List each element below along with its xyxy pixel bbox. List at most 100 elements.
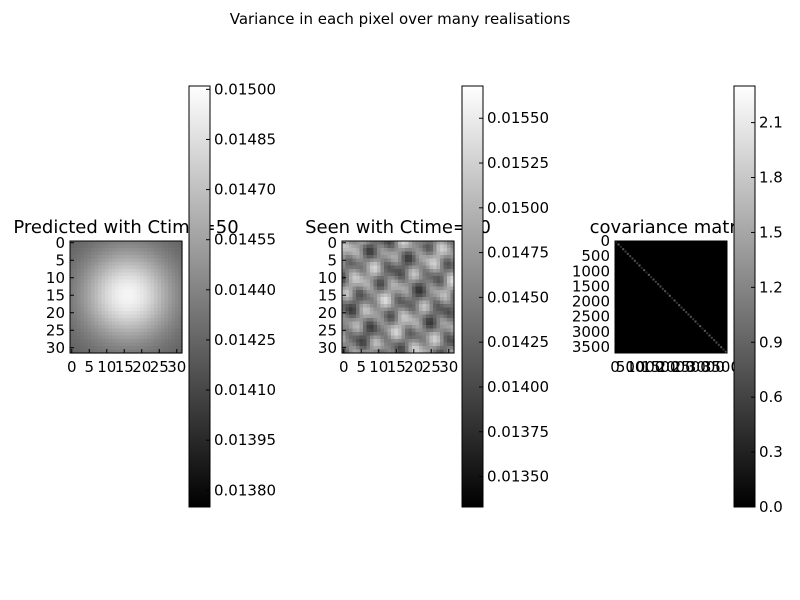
- y-tick-label: 15: [318, 286, 337, 304]
- diagonal-cell: [685, 311, 688, 314]
- panel-title-2: Seen with Ctime=50: [305, 217, 491, 238]
- diagonal-cell: [659, 285, 662, 288]
- colorbar-tick-label: 0.01550: [487, 109, 549, 127]
- diagonal-cell: [633, 259, 636, 262]
- diagonal-cell: [710, 336, 713, 339]
- colorbar-tick-label: 0.01395: [214, 431, 276, 449]
- colorbar-tick-label: 0.01350: [487, 468, 549, 486]
- diagonal-cell: [715, 341, 718, 344]
- diagonal-cell: [668, 294, 671, 297]
- y-tick-label: 25: [46, 321, 65, 339]
- y-tick-label: 5: [327, 251, 337, 269]
- colorbar-tick-label: 0.9: [759, 333, 783, 351]
- diagonal-cell: [652, 278, 655, 281]
- diagonal-cell: [657, 283, 660, 286]
- heatmap-3: [615, 241, 727, 353]
- colorbar-tick-label: 0.01500: [487, 199, 549, 217]
- x-tick-label: 30: [167, 358, 186, 376]
- colorbar-tick-label: 0.01425: [487, 333, 549, 351]
- colorbar-tick-label: 0.01525: [487, 154, 549, 172]
- diagonal-cell: [615, 241, 618, 244]
- panel-3: 0500100015002000250030003500050010001500…: [572, 85, 783, 516]
- diagonal-cell: [643, 269, 646, 272]
- diagonal-cell: [687, 313, 690, 316]
- y-tick-label: 3500: [572, 338, 610, 356]
- diagonal-cell: [720, 346, 723, 349]
- colorbar-tick-label: 0.01425: [214, 331, 276, 349]
- diagonal-cell: [675, 301, 678, 304]
- figure-suptitle: Variance in each pixel over many realisa…: [230, 10, 571, 28]
- diagonal-cell: [654, 280, 657, 283]
- diagonal-cell: [682, 308, 685, 311]
- y-tick-label: 25: [318, 321, 337, 339]
- x-tick-label: 1000: [626, 358, 664, 376]
- colorbar-tick-label: 0.01450: [487, 288, 549, 306]
- colorbar-tick-label: 1.8: [759, 169, 783, 187]
- x-tick-label: 2000: [656, 358, 694, 376]
- colorbar-tick-label: 0.01455: [214, 231, 276, 249]
- x-tick-label: 0: [610, 358, 620, 376]
- diagonal-cell: [708, 334, 711, 337]
- x-tick-label: 10: [369, 358, 388, 376]
- y-tick-label: 500: [581, 247, 610, 265]
- y-tick-label: 1000: [572, 262, 610, 280]
- x-tick-label: 3500: [702, 358, 740, 376]
- colorbar-2: 0.01550 0.01525 0.01500 0.01475 0.01450 0.014…: [461, 85, 549, 508]
- y-tick-label: 15: [46, 286, 65, 304]
- x-tick-label: 5: [356, 358, 366, 376]
- y-tick-label: 2500: [572, 308, 610, 326]
- x-tick-label: 10: [97, 358, 116, 376]
- diagonal-cell: [645, 271, 648, 274]
- x-tick-label: 1500: [641, 358, 679, 376]
- diagonal-cell: [689, 315, 692, 318]
- panel-title-1: Predicted with Ctime=50: [13, 217, 238, 238]
- x-tick-label: 0: [67, 358, 77, 376]
- panel-title-3: covariance matrix: [590, 217, 753, 238]
- colorbar-1: 0.01500 0.01485 0.01470 0.01455 0.01440 0.014…: [188, 80, 276, 508]
- diagonal-cell: [713, 339, 716, 342]
- y-tick-label: 30: [46, 339, 65, 357]
- heatmap-2: [342, 241, 455, 354]
- x-tick-label: 0: [339, 358, 349, 376]
- diagonal-cell: [647, 273, 650, 276]
- y-tick-label: 2000: [572, 293, 610, 311]
- diagonal-cell: [722, 348, 725, 351]
- x-tick-label: 25: [422, 358, 441, 376]
- diagonal-cell: [631, 257, 634, 260]
- x-tick-label: 2500: [672, 358, 710, 376]
- colorbar-tick-label: 0.0: [759, 498, 783, 516]
- diagonal-cell: [678, 304, 681, 307]
- diagonal-cell: [706, 332, 709, 335]
- y-tick-label: 0: [327, 234, 337, 252]
- colorbar-tick-label: 0.6: [759, 388, 783, 406]
- diagonal-cell: [694, 320, 697, 323]
- colorbar-3: 2.1 1.8 1.5 1.2 0.9 0.6 0.3 0.0: [733, 85, 783, 516]
- y-tick-label: 10: [318, 269, 337, 287]
- diagonal-cell: [624, 250, 627, 253]
- diagonal-cell: [666, 292, 669, 295]
- diagonal-cell: [617, 243, 620, 246]
- x-tick-label: 20: [404, 358, 423, 376]
- diagonal-cell: [680, 306, 683, 309]
- colorbar-tick-label: 1.5: [759, 223, 783, 241]
- diagonal-cell: [692, 318, 695, 321]
- axes-frame-1: [69, 240, 183, 354]
- y-tick-label: 5: [55, 251, 65, 269]
- diagonal-cell: [640, 266, 643, 269]
- x-tick-label: 5: [84, 358, 94, 376]
- y-tick-label: 1500: [572, 277, 610, 295]
- colorbar-tick-label: 0.01475: [487, 244, 549, 262]
- diagonal-cell: [673, 299, 676, 302]
- x-tick-label: 15: [387, 358, 406, 376]
- heatmap-1: [70, 241, 183, 354]
- diagonal-cell: [699, 325, 702, 328]
- diagonal-cell: [661, 287, 664, 290]
- colorbar-tick-label: 0.01440: [214, 281, 276, 299]
- diagonal-cell: [703, 329, 706, 332]
- colorbar-tick-label: 0.01410: [214, 381, 276, 399]
- colorbar-tick-label: 0.01375: [487, 423, 549, 441]
- y-tick-label: 3000: [572, 323, 610, 341]
- y-tick-label: 30: [318, 339, 337, 357]
